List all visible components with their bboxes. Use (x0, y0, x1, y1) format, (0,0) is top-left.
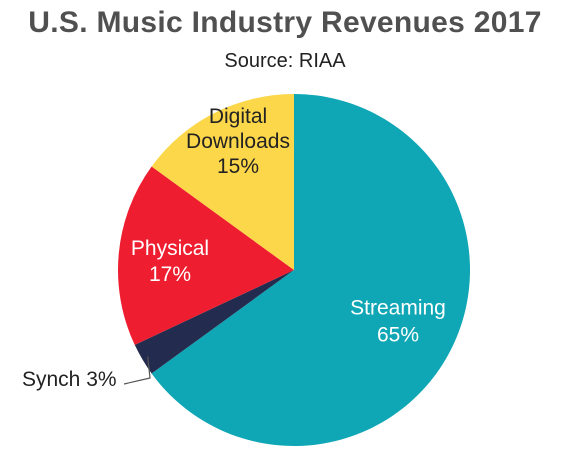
chart-title: U.S. Music Industry Revenues 2017 (28, 6, 542, 39)
pie-slice-streaming (151, 94, 470, 447)
slice-label-physical: Physical 17% (131, 237, 209, 286)
synch-leader-line (123, 356, 151, 385)
chart-subtitle: Source: RIAA (224, 50, 346, 72)
pie-slice-physical (118, 166, 294, 345)
pie-slice-digital-downloads (151, 94, 294, 270)
slice-label-synch: Synch 3% (22, 368, 117, 391)
slice-label-streaming: Streaming 65% (350, 297, 446, 347)
pie-slice-synch (134, 270, 294, 374)
slice-label-digital-downloads: Digital Downloads 15% (186, 105, 290, 178)
